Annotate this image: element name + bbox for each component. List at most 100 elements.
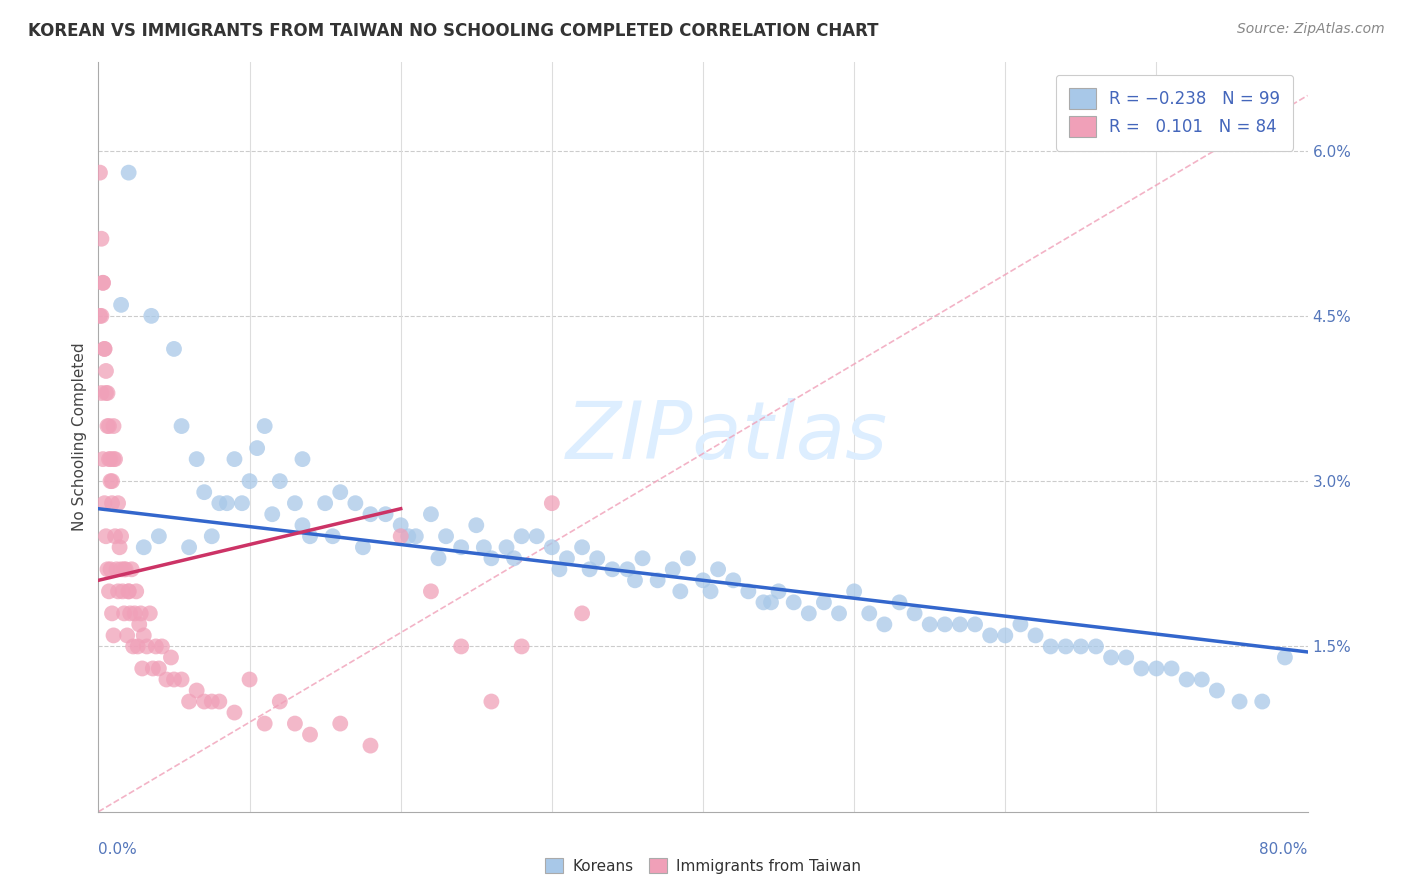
- Point: [262, 507, 284, 521]
- Point: [139, 607, 162, 621]
- Point: [246, 441, 269, 455]
- Point: [510, 529, 533, 543]
- Point: [329, 485, 352, 500]
- Point: [201, 529, 224, 543]
- Point: [1130, 661, 1153, 675]
- Point: [1229, 694, 1251, 708]
- Point: [405, 529, 427, 543]
- Text: ZIP​atlas: ZIP​atlas: [567, 398, 889, 476]
- Point: [91, 276, 114, 290]
- Point: [676, 551, 699, 566]
- Point: [284, 496, 307, 510]
- Text: KOREAN VS IMMIGRANTS FROM TAIWAN NO SCHOOLING COMPLETED CORRELATION CHART: KOREAN VS IMMIGRANTS FROM TAIWAN NO SCHO…: [28, 22, 879, 40]
- Point: [269, 474, 291, 488]
- Point: [112, 562, 135, 576]
- Point: [94, 386, 117, 401]
- Point: [1160, 661, 1182, 675]
- Point: [163, 342, 186, 356]
- Point: [163, 673, 186, 687]
- Point: [420, 507, 443, 521]
- Point: [115, 628, 138, 642]
- Point: [231, 496, 253, 510]
- Point: [284, 716, 307, 731]
- Point: [495, 541, 517, 555]
- Point: [100, 474, 122, 488]
- Point: [186, 452, 208, 467]
- Point: [132, 541, 155, 555]
- Point: [1206, 683, 1229, 698]
- Point: [239, 474, 262, 488]
- Point: [472, 541, 495, 555]
- Point: [98, 419, 121, 434]
- Point: [481, 694, 503, 708]
- Point: [100, 562, 122, 576]
- Point: [768, 584, 790, 599]
- Point: [526, 529, 548, 543]
- Point: [918, 617, 941, 632]
- Point: [148, 529, 170, 543]
- Point: [360, 507, 382, 521]
- Point: [112, 607, 135, 621]
- Point: [96, 419, 118, 434]
- Point: [723, 574, 745, 588]
- Point: [107, 496, 129, 510]
- Point: [737, 584, 759, 599]
- Text: Source: ZipAtlas.com: Source: ZipAtlas.com: [1237, 22, 1385, 37]
- Point: [208, 496, 231, 510]
- Point: [90, 309, 112, 323]
- Point: [707, 562, 730, 576]
- Point: [420, 584, 443, 599]
- Point: [101, 474, 124, 488]
- Point: [949, 617, 972, 632]
- Point: [540, 496, 562, 510]
- Point: [1010, 617, 1032, 632]
- Point: [291, 452, 314, 467]
- Point: [193, 694, 215, 708]
- Point: [170, 673, 193, 687]
- Point: [131, 661, 153, 675]
- Point: [215, 496, 238, 510]
- Point: [186, 683, 208, 698]
- Point: [93, 342, 115, 356]
- Point: [329, 716, 352, 731]
- Point: [105, 562, 128, 576]
- Point: [555, 551, 578, 566]
- Point: [108, 541, 131, 555]
- Point: [647, 574, 669, 588]
- Point: [118, 584, 141, 599]
- Point: [360, 739, 382, 753]
- Point: [89, 309, 111, 323]
- Point: [142, 661, 165, 675]
- Point: [120, 607, 142, 621]
- Point: [783, 595, 806, 609]
- Point: [661, 562, 683, 576]
- Point: [148, 661, 170, 675]
- Point: [699, 584, 721, 599]
- Point: [107, 584, 129, 599]
- Point: [503, 551, 526, 566]
- Point: [121, 562, 143, 576]
- Point: [314, 496, 336, 510]
- Point: [465, 518, 488, 533]
- Point: [100, 452, 122, 467]
- Point: [224, 452, 246, 467]
- Point: [994, 628, 1017, 642]
- Point: [135, 640, 157, 654]
- Point: [1251, 694, 1274, 708]
- Point: [873, 617, 896, 632]
- Point: [127, 640, 149, 654]
- Text: 80.0%: 80.0%: [1260, 842, 1308, 856]
- Point: [124, 607, 146, 621]
- Point: [103, 419, 125, 434]
- Y-axis label: No Schooling Completed: No Schooling Completed: [72, 343, 87, 532]
- Point: [616, 562, 638, 576]
- Point: [96, 386, 118, 401]
- Point: [114, 562, 136, 576]
- Point: [128, 617, 150, 632]
- Point: [132, 628, 155, 642]
- Point: [224, 706, 246, 720]
- Point: [91, 276, 114, 290]
- Point: [858, 607, 880, 621]
- Point: [389, 518, 412, 533]
- Point: [93, 496, 115, 510]
